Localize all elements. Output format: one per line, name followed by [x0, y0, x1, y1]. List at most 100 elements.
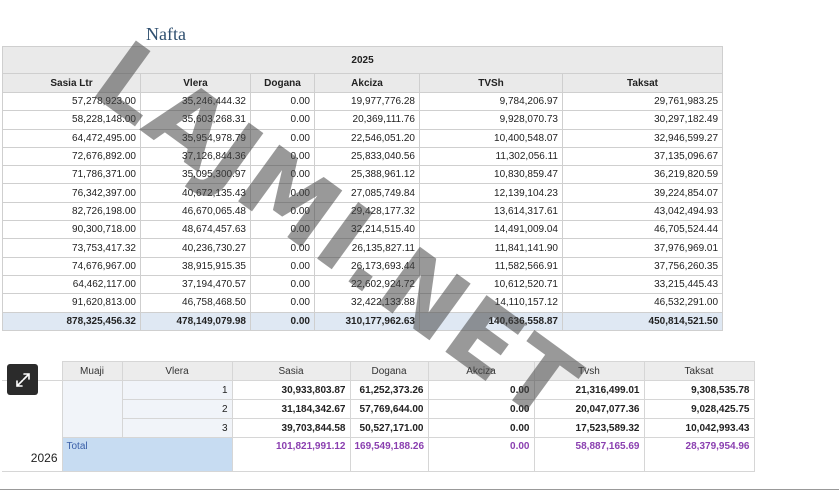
total-cell: 310,177,962.63: [314, 311, 420, 331]
table-cell: 37,135,096.67: [561, 146, 724, 167]
table-cell: 0.00: [250, 146, 315, 167]
yearly-table-2025: 2025 Sasia Ltr Vlera Dogana Akciza TVSh …: [1, 46, 724, 331]
table-cell: 35,246,444.32: [140, 91, 251, 112]
monthly-table-2026: Muaji Vlera Sasia Dogana Akciza Tvsh Tak…: [2, 361, 755, 472]
expand-icon: [15, 372, 30, 387]
table-row: 64,472,495.00 35,954,978.79 0.00 22,546,051…: [2, 128, 724, 148]
table-cell: 37,756,260.35: [561, 256, 724, 276]
table-cell: 9,928,070.73: [419, 110, 563, 130]
table-cell: 0.00: [427, 380, 535, 400]
table-cell: 25,833,040.56: [314, 146, 420, 167]
year-header: 2025: [1, 46, 724, 74]
table-cell: 40,672,135.43: [140, 183, 251, 203]
table-cell: 61,252,373.26: [349, 380, 429, 400]
table-cell: 10,830,859.47: [419, 165, 563, 185]
table-cell: 50,527,171.00: [349, 418, 429, 438]
table-cell: 0.00: [250, 220, 315, 240]
table-row: 74,676,967.00 38,915,915.35 0.00 26,173,693…: [2, 256, 724, 276]
table-row: 58,228,148.00 35,603,268.31 0.00 20,369,111…: [2, 110, 724, 130]
table-cell: 19,977,776.28: [314, 91, 420, 112]
table-cell: 9,784,206.97: [419, 91, 563, 112]
table-cell: 22,546,051.20: [314, 128, 420, 148]
table-cell: 14,491,009.04: [419, 220, 563, 240]
table-cell: 46,670,065.48: [140, 201, 251, 222]
table-cell: 73,753,417.32: [2, 238, 141, 258]
total-cell: 101,821,991.12: [231, 437, 351, 472]
table-cell: 36,219,820.59: [561, 165, 724, 185]
table-cell: 0.00: [250, 128, 315, 148]
total-cell: 28,379,954.96: [643, 437, 755, 472]
table-cell: 74,676,967.00: [2, 256, 141, 276]
table-cell: 0.00: [250, 165, 315, 185]
table-cell: 32,422,133.88: [314, 293, 420, 313]
col-taksat: Taksat: [561, 73, 724, 93]
table-cell: 46,532,291.00: [561, 293, 724, 313]
table-cell: 10,042,993.43: [643, 418, 755, 438]
table-cell: 10,612,520.71: [419, 274, 563, 295]
total-cell: 878,325,456.32: [2, 311, 141, 331]
table-cell: 57,769,644.00: [349, 399, 429, 419]
month-cell: 2: [121, 399, 233, 419]
table-row: 71,786,371.00 35,095,300.97 0.00 25,388,961…: [2, 165, 724, 185]
col-taksat: Taksat: [643, 361, 755, 381]
table-cell: 13,614,317.61: [419, 201, 563, 222]
table-row: 90,300,718.00 48,674,457.63 0.00 32,214,515…: [2, 220, 724, 240]
table-cell: 58,228,148.00: [2, 110, 141, 130]
table-cell: 0.00: [250, 201, 315, 222]
col-dogana: Dogana: [250, 73, 315, 93]
table-cell: 0.00: [250, 274, 315, 295]
total-cell: 169,549,188.26: [349, 437, 429, 472]
table-cell: 64,462,117.00: [2, 274, 141, 295]
col-muaji: Muaji: [61, 361, 123, 381]
col-tvsh: TVSh: [419, 73, 563, 93]
table-row: 91,620,813.00 46,758,468.50 0.00 32,422,133…: [2, 293, 724, 313]
table-cell: 29,428,177.32: [314, 201, 420, 222]
table-cell: 37,194,470.57: [140, 274, 251, 295]
col-tvsh: Tvsh: [533, 361, 645, 381]
table-cell: 30,297,182.49: [561, 110, 724, 130]
divider: [0, 489, 839, 490]
table2-header-row: Muaji Vlera Sasia Dogana Akciza Tvsh Tak…: [2, 361, 755, 381]
expand-button[interactable]: [7, 364, 38, 395]
col-sasia-ltr: Sasia Ltr: [2, 73, 141, 93]
table-cell: 30,933,803.87: [231, 380, 351, 400]
table-cell: 0.00: [250, 238, 315, 258]
table-cell: 10,400,548.07: [419, 128, 563, 148]
table-cell: 71,786,371.00: [2, 165, 141, 185]
table-cell: 12,139,104.23: [419, 183, 563, 203]
table-cell: 91,620,813.00: [2, 293, 141, 313]
table-cell: 32,946,599.27: [561, 128, 724, 148]
month-cell: 1: [121, 380, 233, 400]
table-cell: 20,047,077.36: [533, 399, 645, 419]
table-cell: 29,761,983.25: [561, 91, 724, 112]
month-cell: 3: [121, 418, 233, 438]
col-sasia: Sasia: [231, 361, 351, 381]
table-cell: 35,603,268.31: [140, 110, 251, 130]
table-row: 82,726,198.00 46,670,065.48 0.00 29,428,177…: [2, 201, 724, 222]
table-cell: 35,954,978.79: [140, 128, 251, 148]
total-label: Total: [61, 437, 233, 472]
table-cell: 11,582,566.91: [419, 256, 563, 276]
table-cell: 57,278,923.00: [2, 91, 141, 112]
table-cell: 64,472,495.00: [2, 128, 141, 148]
table-cell: 0.00: [250, 183, 315, 203]
table-cell: 0.00: [427, 399, 535, 419]
total-cell: 478,149,079.98: [140, 311, 251, 331]
table-cell: 33,215,445.43: [561, 274, 724, 295]
table1-header-row: Sasia Ltr Vlera Dogana Akciza TVSh Taksa…: [2, 73, 724, 93]
table-cell: 46,705,524.44: [561, 220, 724, 240]
table-cell: 11,302,056.11: [419, 146, 563, 167]
month-group-cell: [61, 380, 123, 438]
table-cell: 0.00: [250, 91, 315, 112]
table-row: 72,676,892.00 37,126,844.36 0.00 25,833,040…: [2, 146, 724, 167]
col-dogana: Dogana: [349, 361, 429, 381]
table-cell: 90,300,718.00: [2, 220, 141, 240]
table-cell: 9,308,535.78: [643, 380, 755, 400]
table-cell: 35,095,300.97: [140, 165, 251, 185]
table-cell: 22,602,924.72: [314, 274, 420, 295]
table-cell: 21,316,499.01: [533, 380, 645, 400]
total-cell: 58,887,165.69: [533, 437, 645, 472]
table-cell: 26,173,693.44: [314, 256, 420, 276]
table-row: 2 31,184,342.67 57,769,644.00 0.00 20,047,07…: [2, 399, 755, 419]
table-cell: 17,523,589.32: [533, 418, 645, 438]
